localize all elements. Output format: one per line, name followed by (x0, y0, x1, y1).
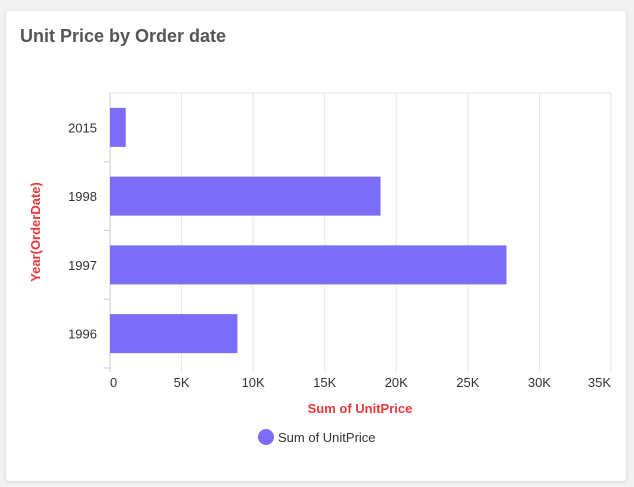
bar-1996[interactable] (110, 314, 238, 354)
bars (110, 107, 507, 354)
legend-label: Sum of UnitPrice (278, 430, 376, 445)
x-tick-label: 35K (588, 375, 611, 390)
legend-marker (258, 429, 274, 445)
x-tick-label: 10K (242, 375, 265, 390)
y-tick-label: 2015 (68, 120, 97, 135)
y-tick-label: 1997 (68, 258, 97, 273)
x-axis-title: Sum of UnitPrice (308, 401, 413, 416)
bar-2015[interactable] (110, 107, 126, 147)
x-tick-label: 30K (528, 375, 551, 390)
y-tick-label: 1998 (68, 189, 97, 204)
y-tick-labels: 2015 1998 1997 1996 (68, 120, 97, 341)
legend[interactable]: Sum of UnitPrice (258, 429, 376, 445)
y-axis-title: Year(OrderDate) (28, 182, 43, 282)
y-tick-label: 1996 (68, 327, 97, 342)
x-tick-label: 25K (456, 375, 479, 390)
chart-title: Unit Price by Order date (20, 26, 227, 46)
x-tick-label: 5K (174, 375, 190, 390)
bar-1997[interactable] (110, 245, 507, 285)
x-tick-labels: 0 5K 10K 15K 20K 25K 30K 35K (110, 375, 611, 390)
x-tick-label: 0 (110, 375, 117, 390)
x-tick-label: 20K (385, 375, 408, 390)
bar-1998[interactable] (110, 176, 381, 216)
x-tick-label: 15K (313, 375, 336, 390)
